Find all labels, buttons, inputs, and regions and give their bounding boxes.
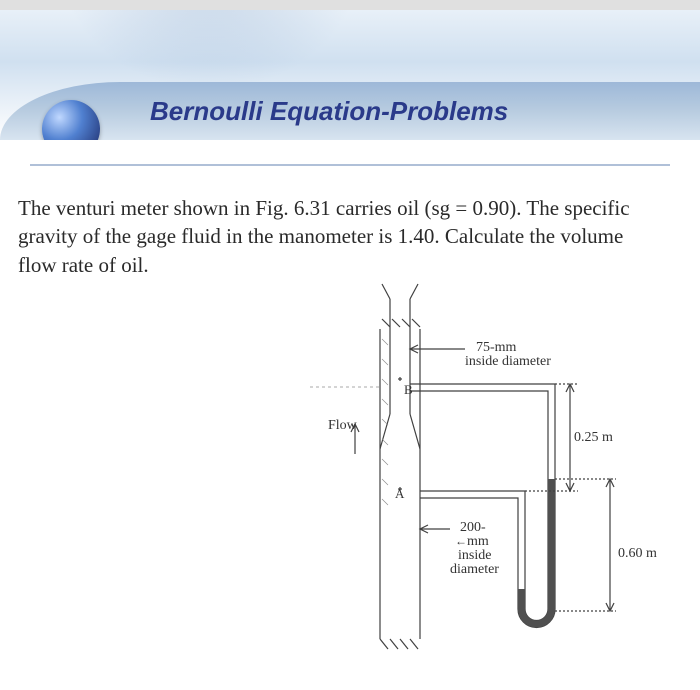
venturi-figure: Flow B A 75-mm inside diameter 0.25 m 20… bbox=[0, 289, 700, 669]
venturi-diagram-svg bbox=[310, 279, 690, 659]
flow-label: Flow bbox=[328, 419, 357, 434]
d200-arrow-icon: ← bbox=[455, 534, 467, 548]
h1-label: 0.25 m bbox=[574, 431, 613, 446]
title-bar: Bernoulli Equation-Problems bbox=[0, 82, 700, 140]
problem-statement: The venturi meter shown in Fig. 6.31 car… bbox=[0, 166, 700, 289]
point-b-label: B bbox=[404, 383, 413, 397]
slide-title: Bernoulli Equation-Problems bbox=[150, 96, 508, 127]
d200-line4: diameter bbox=[450, 563, 499, 578]
d75-line2: inside diameter bbox=[465, 355, 551, 370]
point-a-label: A bbox=[395, 487, 404, 501]
window-top-strip bbox=[0, 0, 700, 10]
d200-line2: mm bbox=[467, 534, 489, 549]
h2-label: 0.60 m bbox=[618, 547, 657, 562]
slide-header: Bernoulli Equation-Problems bbox=[0, 10, 700, 140]
